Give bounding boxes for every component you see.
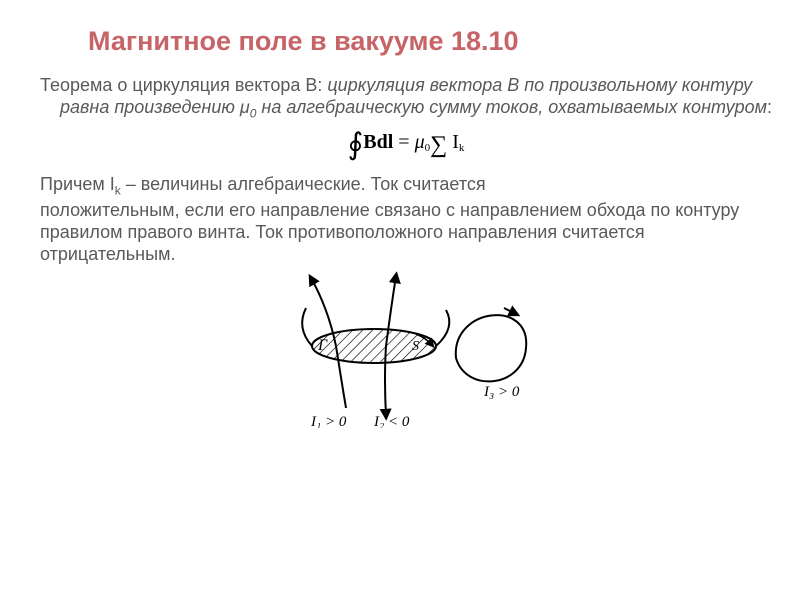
current-i3-loop bbox=[456, 315, 526, 381]
formula-eq: = bbox=[393, 131, 414, 153]
formula-int: ∮ bbox=[348, 127, 364, 162]
label-i1: I₁ > 0 bbox=[310, 414, 347, 428]
formula: ∮Bdl = μ0∑ Ik bbox=[40, 127, 772, 162]
contour-right bbox=[436, 310, 449, 346]
contour-left bbox=[302, 308, 312, 346]
formula-sum: ∑ bbox=[430, 132, 447, 158]
formula-rhs: I bbox=[447, 131, 459, 153]
p3: положительным, если его направление связ… bbox=[40, 200, 772, 266]
current-i2-lower bbox=[385, 346, 386, 416]
p2: Причем Ik – величины алгебраические. Ток… bbox=[40, 174, 772, 198]
p2a: Причем I bbox=[40, 174, 115, 194]
p1-colon: : bbox=[767, 97, 772, 117]
formula-mu: μ bbox=[415, 131, 425, 153]
diagram: Γ S I₁ > 0 I₂ < 0 I₃ > 0 bbox=[40, 268, 772, 433]
formula-lhs: Bdl bbox=[363, 131, 393, 153]
page-title: Магнитное поле в вакууме 18.10 bbox=[88, 26, 772, 57]
label-i2: I₂ < 0 bbox=[373, 414, 410, 428]
current-i3-arrow bbox=[504, 308, 516, 314]
formula-rhs-sub: k bbox=[459, 142, 465, 154]
label-s: S bbox=[412, 339, 419, 354]
label-i3: I₃ > 0 bbox=[483, 384, 520, 400]
p2b: – величины алгебраические. Ток считается bbox=[121, 174, 486, 194]
theorem-paragraph: Теорема о циркуляция вектора В: циркуляц… bbox=[40, 75, 772, 121]
p1-italic-tail: на алгебраическую сумму токов, охватывае… bbox=[256, 97, 767, 117]
p1-lead: Теорема о циркуляция вектора В: bbox=[40, 75, 327, 95]
label-gamma: Γ bbox=[317, 337, 328, 354]
